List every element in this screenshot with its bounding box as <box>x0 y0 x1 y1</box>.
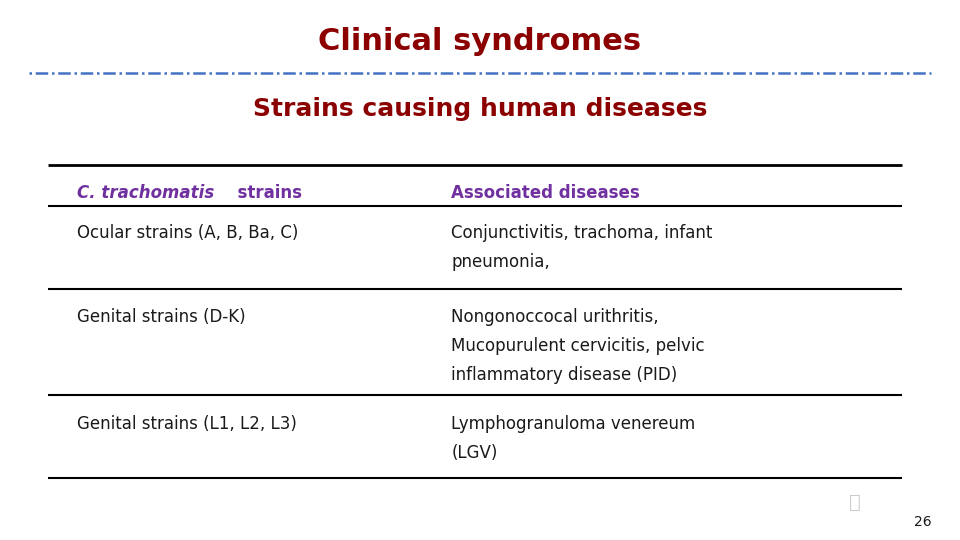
Text: Genital strains (D-K): Genital strains (D-K) <box>77 308 246 326</box>
Text: Nongonoccocal urithritis,
Mucopurulent cervicitis, pelvic
inflammatory disease (: Nongonoccocal urithritis, Mucopurulent c… <box>451 308 705 384</box>
Text: Clinical syndromes: Clinical syndromes <box>319 27 641 56</box>
Text: Associated diseases: Associated diseases <box>451 184 640 201</box>
Text: Conjunctivitis, trachoma, infant
pneumonia,: Conjunctivitis, trachoma, infant pneumon… <box>451 224 712 271</box>
Text: Genital strains (L1, L2, L3): Genital strains (L1, L2, L3) <box>77 415 297 433</box>
Text: Strains causing human diseases: Strains causing human diseases <box>252 97 708 121</box>
Text: C. trachomatis: C. trachomatis <box>77 184 214 201</box>
Text: Lymphogranuloma venereum
(LGV): Lymphogranuloma venereum (LGV) <box>451 415 695 462</box>
Text: 26: 26 <box>914 515 931 529</box>
Text: 🔈: 🔈 <box>849 492 860 512</box>
Text: strains: strains <box>226 184 301 201</box>
Text: Ocular strains (A, B, Ba, C): Ocular strains (A, B, Ba, C) <box>77 224 299 242</box>
